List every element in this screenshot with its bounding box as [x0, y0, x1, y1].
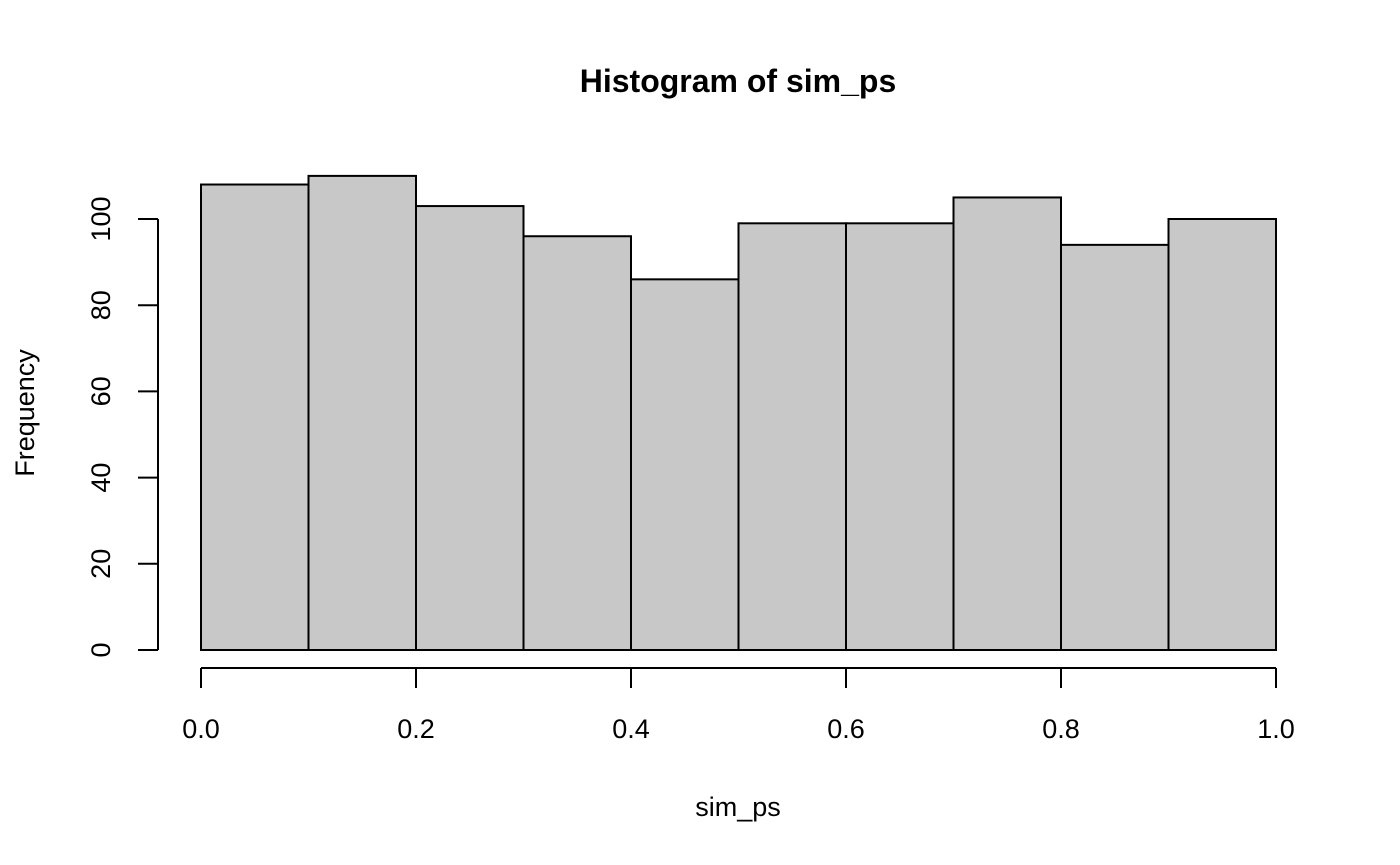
x-tick-label: 0.0 [182, 714, 220, 744]
y-tick-label: 100 [86, 196, 116, 241]
x-tick-label: 1.0 [1257, 714, 1295, 744]
histogram-bar [952, 196, 1062, 651]
x-tick-label: 0.6 [827, 714, 865, 744]
histogram-bar [1060, 243, 1170, 652]
histogram-bar [1167, 218, 1277, 651]
x-tick-label: 0.2 [397, 714, 435, 744]
histogram-bar [845, 222, 955, 651]
histogram-bar [307, 174, 417, 651]
x-tick-label: 0.4 [612, 714, 650, 744]
histogram-bars [200, 174, 1277, 652]
x-tick-label: 0.8 [1042, 714, 1080, 744]
histogram-bar [737, 222, 847, 651]
y-tick-label: 20 [86, 549, 116, 579]
x-axis-label: sim_ps [695, 792, 781, 822]
histogram-bar [522, 235, 632, 652]
y-tick-label: 0 [86, 642, 116, 657]
y-axis: 0 20 40 60 80 100 [86, 196, 159, 658]
histogram-bar [630, 278, 740, 651]
y-axis-label: Frequency [10, 349, 40, 477]
y-tick-label: 80 [86, 290, 116, 320]
histogram-bar [200, 183, 310, 652]
y-tick-label: 60 [86, 376, 116, 406]
chart-title: Histogram of sim_ps [580, 63, 897, 99]
histogram-bar [415, 205, 525, 651]
x-axis: 0.0 0.2 0.4 0.6 0.8 1.0 [182, 667, 1295, 744]
y-tick-label: 40 [86, 463, 116, 493]
